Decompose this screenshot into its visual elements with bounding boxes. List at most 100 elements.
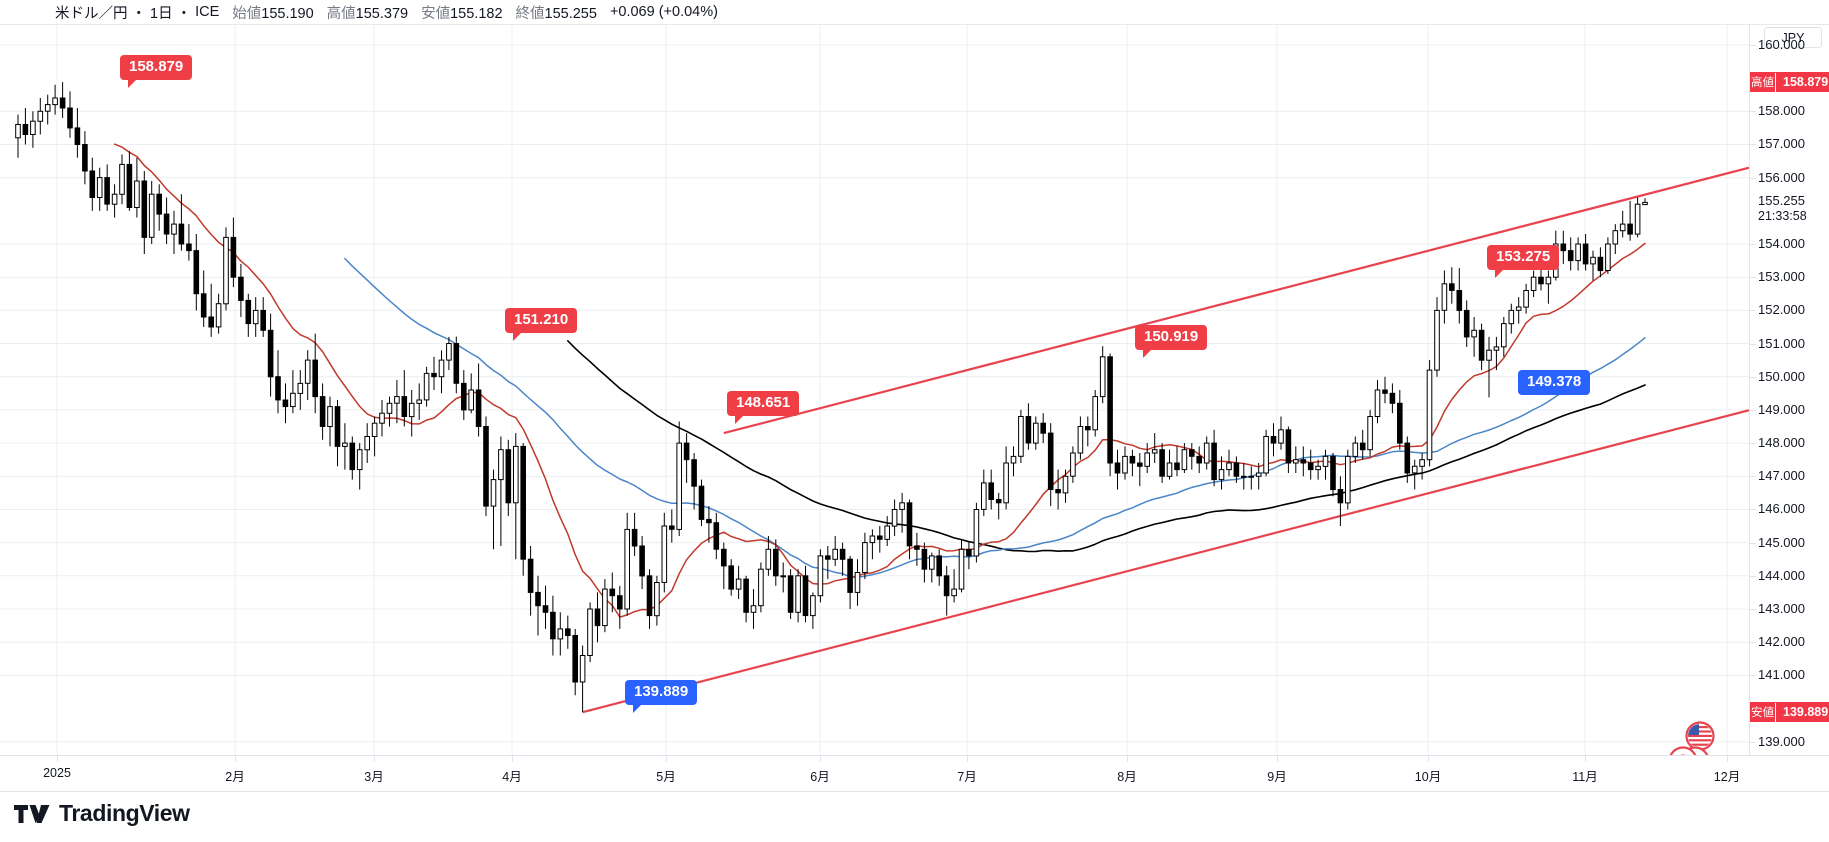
legend-high-value: 155.379 [355,5,409,22]
ma-slow-black-line [567,340,1646,553]
price-tick-mark [1750,675,1756,676]
chart-plot-area[interactable]: 158.879 151.210 148.651 150.919 153.275 149.3… [0,25,1749,755]
last-price-countdown: 21:33:58 [1758,209,1807,224]
legend-low-label: 安値 [421,5,451,22]
legend-close: 終値155.255 [516,2,597,23]
currency-badge[interactable]: JPY [1764,27,1822,48]
price-tick-mark [1750,277,1756,278]
usd-flag-icon [1685,721,1715,751]
time-tick-mark [1277,756,1278,762]
peak-158879-label[interactable]: 158.879 [120,55,193,88]
time-tick: 3月 [364,770,384,784]
price-tick: 147.000 [1758,468,1805,484]
price-tick-mark [1750,476,1756,477]
price-tick: 150.000 [1758,368,1805,384]
price-tick-mark [1750,609,1756,610]
legend-low-value: 155.182 [450,5,503,22]
time-tick: 2025 [43,766,71,780]
pivot-151210-label[interactable]: 151.210 [505,308,578,341]
time-tick-mark [374,756,375,762]
price-tick: 158.000 [1758,103,1805,119]
period-low-flag: 安値 139.889 [1750,702,1829,724]
period-low-value: 139.889 [1783,705,1829,720]
time-tick: 12月 [1713,770,1741,784]
currency-pair-badges [1655,720,1725,755]
price-tick-mark [1750,45,1756,46]
legend-high: 高値155.379 [327,2,408,23]
pivot-148651-label[interactable]: 148.651 [727,391,800,424]
time-tick: 7月 [957,770,977,784]
tradingview-wordmark: TradingView [59,800,190,826]
price-axis[interactable]: JPY 160.000 158.000 157.000 156.000 154.000 1… [1749,25,1829,755]
period-high-flag: 高値 158.879 [1750,72,1829,94]
price-tick: 151.000 [1758,335,1805,351]
trough-139889-label[interactable]: 139.889 [625,680,698,713]
chart-legend[interactable]: 米ドル／円 ・ 1日 ・ ICE 始値155.190 高値155.379 安値1… [0,0,1829,25]
legend-symbol[interactable]: 米ドル／円 [55,5,128,22]
pivot-153275-label[interactable]: 153.275 [1487,245,1560,278]
legend-sep-1: ・ [131,5,147,22]
price-tick: 142.000 [1758,634,1805,650]
time-tick: 5月 [656,770,676,784]
time-tick: 11月 [1572,770,1598,784]
tradingview-logo[interactable]: TradingView [14,800,190,827]
time-tick-mark [1727,756,1728,762]
time-tick: 2月 [225,770,245,784]
legend-interval[interactable]: 1日 [150,5,173,22]
legend-open: 始値155.190 [232,2,313,23]
trend-channel [582,166,1749,714]
last-price-value: 155.255 [1758,193,1805,209]
price-tick: 156.000 [1758,169,1805,185]
price-tick-mark [1750,144,1756,145]
price-tick-mark [1750,244,1756,245]
price-tick: 157.000 [1758,136,1805,152]
price-tick: 146.000 [1758,501,1805,517]
time-tick-mark [1585,756,1586,762]
candlestick-series [15,82,1648,713]
price-tick: 143.000 [1758,601,1805,616]
price-tick-mark [1750,576,1756,577]
price-tick-mark [1750,443,1756,444]
price-tick: 139.000 [1758,733,1805,749]
price-tick: 148.000 [1758,435,1805,451]
grid-lines [0,25,1749,755]
price-tick-mark [1750,742,1756,743]
price-tick-mark [1750,377,1756,378]
pivot-148651-pointer [735,415,744,424]
time-tick-mark [1428,756,1429,762]
time-tick: 8月 [1117,770,1137,784]
time-tick: 9月 [1267,770,1287,784]
price-tick: 160.000 [1758,36,1805,52]
time-tick-mark [820,756,821,762]
price-tick: 154.000 [1758,236,1805,251]
pivot-149378-label[interactable]: 149.378 [1518,370,1591,395]
pivot-150919-pointer [1143,349,1152,358]
legend-close-label: 終値 [515,5,545,22]
price-tick-mark [1750,178,1756,179]
price-tick-mark [1750,310,1756,311]
time-tick-mark [57,756,58,762]
jpy-flag-icon-front [1669,746,1697,755]
time-axis[interactable]: 2025 2月 3月 4月 5月 6月 7月 8月 9月 10月 11月 12月 [0,755,1829,792]
price-tick-mark [1750,543,1756,544]
legend-high-label: 高値 [326,5,356,22]
pivot-150919-label[interactable]: 150.919 [1135,325,1208,358]
price-tick: 145.000 [1758,534,1805,550]
time-tick-mark [666,756,667,762]
time-tick: 4月 [502,770,522,784]
time-tick-mark [512,756,513,762]
price-tick-mark [1750,642,1756,643]
period-high-value: 158.879 [1783,75,1829,90]
time-tick-mark [1127,756,1128,762]
price-tick-mark [1750,410,1756,411]
pivot-151210-pointer [513,332,522,341]
price-tick: 152.000 [1758,302,1805,318]
ma-mid-blue-line [344,257,1646,578]
peak-158879-pointer [128,79,137,88]
pivot-153275-pointer [1495,269,1504,278]
legend-sep-2: ・ [176,5,192,22]
price-tick: 141.000 [1758,667,1805,683]
time-tick-mark [967,756,968,762]
period-low-label: 安値 [1750,703,1776,724]
